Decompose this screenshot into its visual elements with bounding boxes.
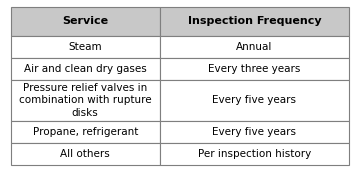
- Bar: [160, 36, 349, 58]
- Text: Inspection Frequency: Inspection Frequency: [188, 16, 321, 27]
- Bar: [160, 143, 349, 165]
- Bar: [11, 7, 160, 36]
- Text: Every five years: Every five years: [212, 127, 296, 137]
- Text: All others: All others: [60, 149, 110, 159]
- Bar: [160, 121, 349, 143]
- Text: Every five years: Every five years: [212, 96, 296, 106]
- Bar: [11, 58, 160, 80]
- Text: Propane, refrigerant: Propane, refrigerant: [32, 127, 138, 137]
- Bar: [11, 121, 160, 143]
- Text: Air and clean dry gases: Air and clean dry gases: [24, 64, 147, 74]
- Text: Every three years: Every three years: [208, 64, 301, 74]
- Bar: [11, 80, 160, 121]
- Bar: [160, 7, 349, 36]
- Bar: [160, 80, 349, 121]
- Bar: [11, 36, 160, 58]
- Text: Annual: Annual: [236, 42, 273, 52]
- Text: Service: Service: [62, 16, 108, 27]
- Text: Steam: Steam: [68, 42, 102, 52]
- Text: Per inspection history: Per inspection history: [198, 149, 311, 159]
- Bar: [11, 143, 160, 165]
- Text: Pressure relief valves in
combination with rupture
disks: Pressure relief valves in combination wi…: [19, 83, 152, 118]
- Bar: [160, 58, 349, 80]
